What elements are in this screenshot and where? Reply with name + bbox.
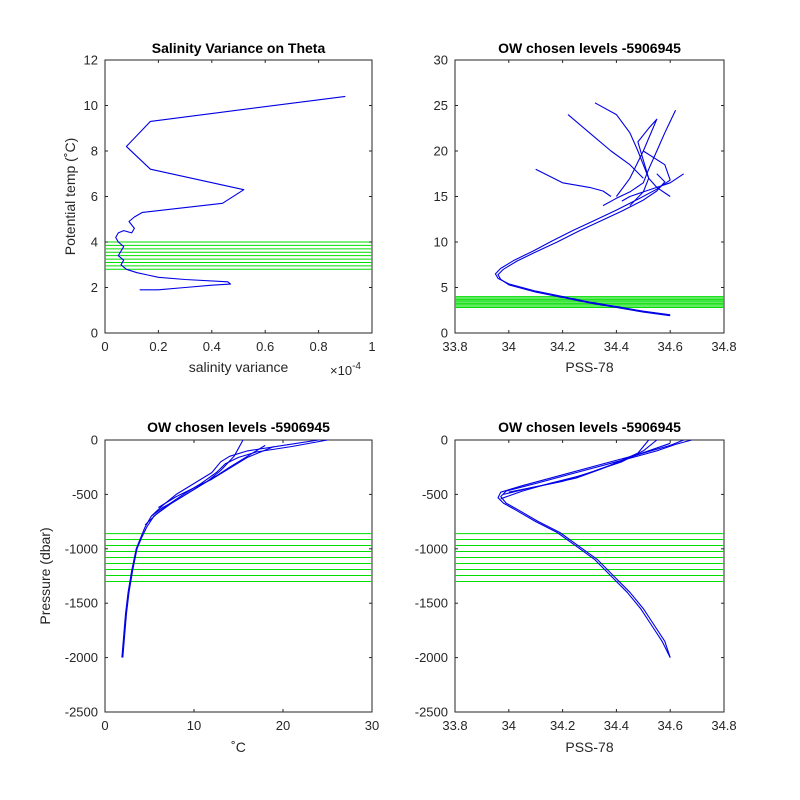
profile-series bbox=[115, 95, 346, 291]
y-tick-label: -1500 bbox=[65, 596, 98, 611]
plot-area bbox=[454, 439, 725, 713]
chart-title: OW chosen levels -5906945 bbox=[498, 419, 681, 435]
y-tick-label: 0 bbox=[441, 433, 448, 448]
x-tick-label: 0.6 bbox=[256, 339, 274, 354]
y-tick-label: 2 bbox=[91, 280, 98, 295]
x-tick-label: 0 bbox=[101, 339, 108, 354]
y-tick-label: 10 bbox=[434, 235, 448, 250]
profile-series bbox=[497, 439, 692, 658]
x-tick-label: 0.2 bbox=[149, 339, 167, 354]
x-tick-label: 34.2 bbox=[550, 718, 575, 733]
y-ticks: 0 2 4 6 8 10 12 bbox=[84, 53, 372, 341]
profile-line bbox=[508, 442, 671, 493]
x-ticks: 33.8 34 34.2 34.4 34.6 34.8 bbox=[442, 440, 737, 733]
y-tick-label: 4 bbox=[91, 235, 98, 250]
profile-line bbox=[500, 439, 692, 658]
y-axis-label: Potential temp (˚C) bbox=[62, 138, 78, 255]
chosen-levels bbox=[105, 241, 372, 270]
y-tick-label: -2500 bbox=[65, 705, 98, 720]
chart-title: Salinity Variance on Theta bbox=[152, 40, 326, 56]
x-tick-label: 33.8 bbox=[442, 718, 467, 733]
y-tick-label: 0 bbox=[91, 433, 98, 448]
x-tick-label: 34 bbox=[502, 339, 516, 354]
profile-line bbox=[594, 102, 671, 197]
panel-pressure-salinity: 33.8 34 34.2 34.4 34.6 34.8 -2500 -2000 -1500 -1… bbox=[415, 419, 737, 755]
y-tick-label: 8 bbox=[91, 144, 98, 159]
x-axis-label: salinity variance bbox=[189, 359, 289, 375]
profile-line bbox=[144, 439, 244, 526]
profile-line bbox=[497, 439, 684, 658]
y-tick-label: 25 bbox=[434, 98, 448, 113]
y-tick-label: 0 bbox=[441, 326, 448, 341]
y-tick-label: -500 bbox=[72, 487, 98, 502]
y-ticks: 0 5 10 15 20 25 30 bbox=[434, 53, 724, 341]
y-tick-label: -1500 bbox=[415, 596, 448, 611]
panel-salinity-variance: 0 0.2 0.4 0.6 0.8 1 0 2 4 6 8 10 12 Salinity Varian… bbox=[62, 40, 376, 378]
panel-pressure-temperature: 0 10 20 30 -2500 -2000 -1500 -1000 -500 0 OW cho… bbox=[37, 419, 379, 755]
profile-line bbox=[115, 95, 346, 291]
y-tick-label: 20 bbox=[434, 144, 448, 159]
y-tick-label: -2000 bbox=[415, 650, 448, 665]
x-tick-label: 34.2 bbox=[550, 339, 575, 354]
x-tick-label: 34.4 bbox=[604, 339, 629, 354]
x-tick-label: 0.4 bbox=[203, 339, 221, 354]
y-axis-label: Pressure (dbar) bbox=[37, 527, 53, 624]
y-tick-label: 5 bbox=[441, 280, 448, 295]
x-axis-exponent: ×10-4 bbox=[330, 361, 361, 378]
profile-line bbox=[535, 168, 612, 197]
plot-area bbox=[104, 59, 373, 334]
profile-line bbox=[497, 173, 671, 317]
profile-series bbox=[494, 102, 685, 317]
y-tick-label: -1000 bbox=[65, 541, 98, 556]
y-ticks: -2500 -2000 -1500 -1000 -500 0 bbox=[65, 433, 372, 720]
y-tick-label: -1000 bbox=[415, 541, 448, 556]
x-tick-label: 0.8 bbox=[310, 339, 328, 354]
x-tick-label: 30 bbox=[365, 718, 379, 733]
x-tick-label: 10 bbox=[187, 718, 201, 733]
profile-line bbox=[567, 114, 644, 179]
x-tick-label: 34.4 bbox=[604, 718, 629, 733]
x-tick-label: 34.8 bbox=[711, 339, 736, 354]
y-tick-label: -2500 bbox=[415, 705, 448, 720]
y-tick-label: -2000 bbox=[65, 650, 98, 665]
x-tick-label: 33.8 bbox=[442, 339, 467, 354]
x-ticks: 0 10 20 30 bbox=[101, 440, 379, 733]
chosen-levels bbox=[105, 533, 372, 582]
x-tick-label: 1 bbox=[368, 339, 375, 354]
x-tick-label: 34.6 bbox=[658, 718, 683, 733]
y-tick-label: 15 bbox=[434, 189, 448, 204]
profile-line bbox=[121, 439, 319, 658]
chart-title: OW chosen levels -5906945 bbox=[147, 419, 330, 435]
x-ticks: 33.8 34 34.2 34.4 34.6 34.8 bbox=[442, 60, 737, 354]
x-tick-label: 34.6 bbox=[658, 339, 683, 354]
x-tick-label: 20 bbox=[276, 718, 290, 733]
y-tick-label: -500 bbox=[422, 487, 448, 502]
y-tick-label: 6 bbox=[91, 189, 98, 204]
x-ticks: 0 0.2 0.4 0.6 0.8 1 bbox=[101, 60, 376, 354]
profile-line bbox=[621, 173, 685, 202]
plot-area bbox=[454, 59, 725, 334]
profile-line bbox=[602, 109, 677, 207]
x-tick-label: 34 bbox=[502, 718, 516, 733]
chart-title: OW chosen levels -5906945 bbox=[498, 40, 681, 56]
chosen-levels bbox=[455, 296, 724, 309]
x-axis-label: PSS-78 bbox=[565, 739, 613, 755]
y-tick-label: 12 bbox=[84, 53, 98, 68]
profile-line bbox=[494, 150, 671, 316]
y-tick-label: 0 bbox=[91, 326, 98, 341]
x-axis-label: ˚C bbox=[231, 739, 246, 755]
panel-theta-salinity: 33.8 34 34.2 34.4 34.6 34.8 0 5 10 15 20 25 30 OW c… bbox=[434, 40, 737, 375]
y-ticks: -2500 -2000 -1500 -1000 -500 0 bbox=[415, 433, 724, 720]
y-tick-label: 30 bbox=[434, 53, 448, 68]
profile-line bbox=[158, 445, 275, 508]
x-tick-label: 0 bbox=[101, 718, 108, 733]
plot-area bbox=[104, 439, 373, 713]
profile-series bbox=[121, 439, 328, 658]
chosen-levels bbox=[455, 533, 724, 582]
x-axis-label: PSS-78 bbox=[565, 359, 613, 375]
profile-line bbox=[615, 118, 658, 206]
y-tick-label: 10 bbox=[84, 98, 98, 113]
x-tick-label: 34.8 bbox=[711, 718, 736, 733]
